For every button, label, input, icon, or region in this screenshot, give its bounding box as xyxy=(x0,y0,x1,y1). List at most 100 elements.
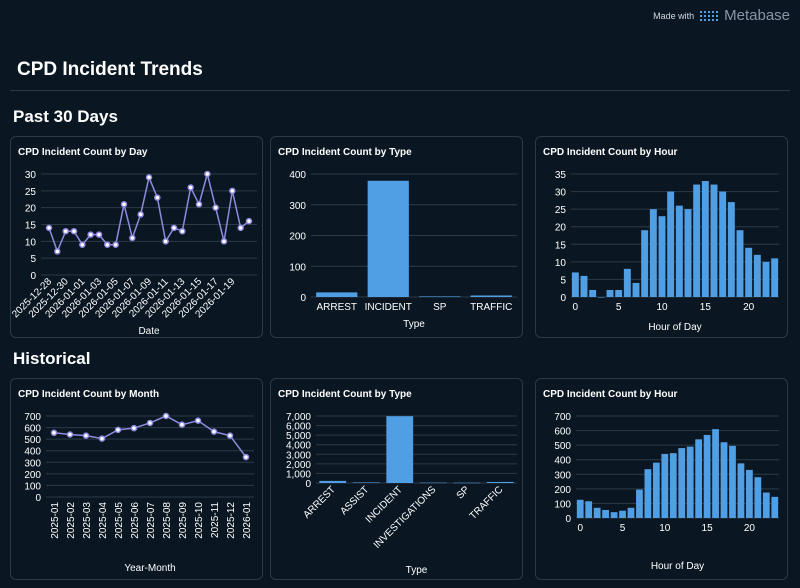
data-point[interactable] xyxy=(98,435,106,442)
bar[interactable] xyxy=(602,509,609,518)
card-type-30[interactable]: CPD Incident Count by Type 0 100 200 300 400 A… xyxy=(270,136,523,338)
bar[interactable] xyxy=(352,482,380,483)
data-point[interactable] xyxy=(146,419,154,427)
bar[interactable] xyxy=(623,268,631,297)
bar[interactable] xyxy=(610,512,618,518)
bar[interactable] xyxy=(701,181,709,297)
bar[interactable] xyxy=(589,289,597,297)
bar[interactable] xyxy=(710,184,718,297)
bar[interactable] xyxy=(745,247,753,297)
bar[interactable] xyxy=(580,275,588,297)
data-point[interactable] xyxy=(195,201,203,208)
bar[interactable] xyxy=(746,469,753,518)
bar[interactable] xyxy=(695,439,703,518)
data-point[interactable] xyxy=(54,248,61,255)
card-day[interactable]: CPD Incident Count by Day 0 5 10 15 20 25 30 202… xyxy=(10,136,263,338)
bar[interactable] xyxy=(419,296,461,297)
bar[interactable] xyxy=(686,446,694,518)
bar[interactable] xyxy=(597,297,605,298)
bar[interactable] xyxy=(667,191,675,297)
bar[interactable] xyxy=(684,209,692,297)
card-type-hist[interactable]: CPD Incident Count by Type 0 1,000 2,000 3,0… xyxy=(270,378,523,580)
bar[interactable] xyxy=(678,448,686,518)
bar[interactable] xyxy=(669,453,677,518)
bar[interactable] xyxy=(619,510,626,518)
data-point[interactable] xyxy=(87,231,94,238)
data-point[interactable] xyxy=(112,241,119,248)
bar[interactable] xyxy=(729,445,736,518)
bar[interactable] xyxy=(419,482,447,484)
data-point[interactable] xyxy=(114,426,122,434)
bar[interactable] xyxy=(486,481,514,483)
bar[interactable] xyxy=(453,482,481,484)
bar[interactable] xyxy=(753,254,761,297)
data-point[interactable] xyxy=(179,227,186,235)
data-point[interactable] xyxy=(145,174,153,181)
bar[interactable] xyxy=(661,453,669,518)
data-point[interactable] xyxy=(229,187,236,195)
bar[interactable] xyxy=(585,501,593,518)
bar[interactable] xyxy=(571,272,579,297)
data-point[interactable] xyxy=(187,184,194,191)
data-point[interactable] xyxy=(194,417,202,424)
bar[interactable] xyxy=(652,462,660,518)
data-point[interactable] xyxy=(95,231,103,238)
bar[interactable] xyxy=(641,230,649,297)
bar[interactable] xyxy=(712,429,719,518)
data-point[interactable] xyxy=(212,204,219,211)
bar[interactable] xyxy=(762,492,770,519)
bar[interactable] xyxy=(736,230,744,297)
bar[interactable] xyxy=(386,416,414,483)
card-month[interactable]: CPD Incident Count by Month 0 100 200 300 400… xyxy=(10,378,263,580)
bar[interactable] xyxy=(762,261,770,297)
data-point[interactable] xyxy=(50,429,58,437)
bar[interactable] xyxy=(627,507,635,518)
bar[interactable] xyxy=(737,463,745,518)
bar[interactable] xyxy=(649,209,657,297)
data-point[interactable] xyxy=(162,238,169,245)
bar[interactable] xyxy=(319,480,347,483)
data-point[interactable] xyxy=(129,234,136,242)
bar[interactable] xyxy=(703,434,711,518)
data-point[interactable] xyxy=(104,241,111,248)
bar[interactable] xyxy=(771,496,779,518)
bar[interactable] xyxy=(593,507,601,518)
bar[interactable] xyxy=(615,289,623,297)
card-hour-hist[interactable]: CPD Incident Count by Hour 0 100 200 300 400 5… xyxy=(535,378,788,580)
card-hour-30[interactable]: CPD Incident Count by Hour 0 5 10 15 20 25 30 35… xyxy=(535,136,788,338)
bar[interactable] xyxy=(576,499,584,518)
data-point[interactable] xyxy=(137,211,144,218)
data-point[interactable] xyxy=(162,412,170,420)
bar[interactable] xyxy=(754,477,762,518)
data-point[interactable] xyxy=(210,428,218,435)
bar[interactable] xyxy=(470,295,512,297)
bar[interactable] xyxy=(632,282,640,297)
data-point[interactable] xyxy=(120,201,128,208)
data-point[interactable] xyxy=(79,241,86,248)
data-point[interactable] xyxy=(62,227,69,235)
data-point[interactable] xyxy=(178,421,186,428)
data-point[interactable] xyxy=(237,224,244,232)
data-point[interactable] xyxy=(245,217,253,225)
bar[interactable] xyxy=(316,292,358,297)
data-point[interactable] xyxy=(82,432,90,439)
bar[interactable] xyxy=(771,258,779,297)
bar[interactable] xyxy=(658,216,666,297)
bar[interactable] xyxy=(636,489,643,518)
bar[interactable] xyxy=(367,180,409,297)
data-point[interactable] xyxy=(130,424,138,432)
bar[interactable] xyxy=(675,205,683,297)
bar[interactable] xyxy=(719,191,727,297)
data-point[interactable] xyxy=(242,453,250,461)
bar[interactable] xyxy=(606,289,614,297)
bar[interactable] xyxy=(720,442,728,518)
data-point[interactable] xyxy=(220,238,228,245)
bar[interactable] xyxy=(644,469,652,518)
data-point[interactable] xyxy=(70,227,78,235)
data-point[interactable] xyxy=(45,224,53,232)
data-point[interactable] xyxy=(226,432,234,439)
bar[interactable] xyxy=(693,184,701,297)
data-point[interactable] xyxy=(204,170,211,178)
made-with-metabase[interactable]: Made with Metabase xyxy=(653,7,790,24)
bar[interactable] xyxy=(727,202,735,297)
